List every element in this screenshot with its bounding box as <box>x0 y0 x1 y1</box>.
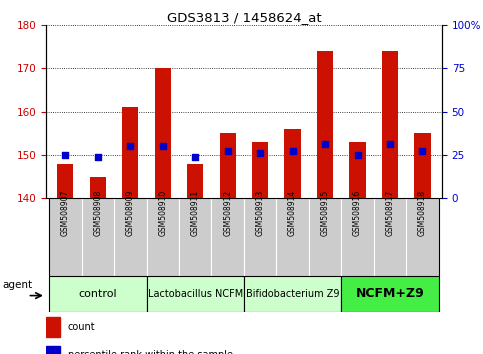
Text: GSM508916: GSM508916 <box>353 189 362 236</box>
Bar <box>46 317 60 337</box>
Bar <box>90 177 106 198</box>
Bar <box>146 198 179 276</box>
Title: GDS3813 / 1458624_at: GDS3813 / 1458624_at <box>167 11 321 24</box>
Point <box>354 152 361 158</box>
Bar <box>46 346 60 354</box>
Point <box>159 143 167 149</box>
Text: Bifidobacterium Z9: Bifidobacterium Z9 <box>246 289 340 299</box>
Bar <box>244 276 341 312</box>
Bar <box>49 276 146 312</box>
Text: Lactobacillus NCFM: Lactobacillus NCFM <box>148 289 243 299</box>
Text: NCFM+Z9: NCFM+Z9 <box>355 287 425 300</box>
Bar <box>349 142 366 198</box>
Bar <box>309 198 341 276</box>
Point <box>256 150 264 156</box>
Text: count: count <box>68 322 95 332</box>
Text: GSM508917: GSM508917 <box>385 189 395 236</box>
Bar <box>212 198 244 276</box>
Point <box>61 152 69 158</box>
Bar <box>146 276 244 312</box>
Text: GSM508914: GSM508914 <box>288 189 297 236</box>
Bar <box>155 68 171 198</box>
Text: GSM508907: GSM508907 <box>61 189 70 236</box>
Text: GSM508909: GSM508909 <box>126 189 135 236</box>
Bar <box>317 51 333 198</box>
Point <box>386 142 394 147</box>
Bar <box>57 164 73 198</box>
Bar <box>284 129 301 198</box>
Text: GSM508915: GSM508915 <box>321 189 329 236</box>
Point <box>321 142 329 147</box>
Bar <box>374 198 406 276</box>
Bar <box>276 198 309 276</box>
Bar <box>122 107 139 198</box>
Text: agent: agent <box>2 280 32 290</box>
Bar <box>252 142 268 198</box>
Bar <box>49 198 82 276</box>
Point <box>224 149 231 154</box>
Text: control: control <box>79 289 117 299</box>
Bar <box>341 276 439 312</box>
Point <box>127 143 134 149</box>
Bar <box>406 198 439 276</box>
Point <box>289 149 297 154</box>
Text: GSM508912: GSM508912 <box>223 189 232 236</box>
Bar <box>382 51 398 198</box>
Text: GSM508908: GSM508908 <box>93 189 102 236</box>
Text: GSM508911: GSM508911 <box>191 189 199 236</box>
Text: GSM508918: GSM508918 <box>418 189 427 236</box>
Bar <box>82 198 114 276</box>
Point <box>94 154 102 159</box>
Bar <box>114 198 146 276</box>
Bar <box>179 198 212 276</box>
Bar <box>244 198 276 276</box>
Bar <box>341 198 374 276</box>
Text: GSM508910: GSM508910 <box>158 189 167 236</box>
Point <box>419 149 426 154</box>
Bar <box>220 133 236 198</box>
Text: GSM508913: GSM508913 <box>256 189 265 236</box>
Bar <box>187 164 203 198</box>
Point <box>191 154 199 159</box>
Bar <box>414 133 430 198</box>
Text: percentile rank within the sample: percentile rank within the sample <box>68 350 233 354</box>
